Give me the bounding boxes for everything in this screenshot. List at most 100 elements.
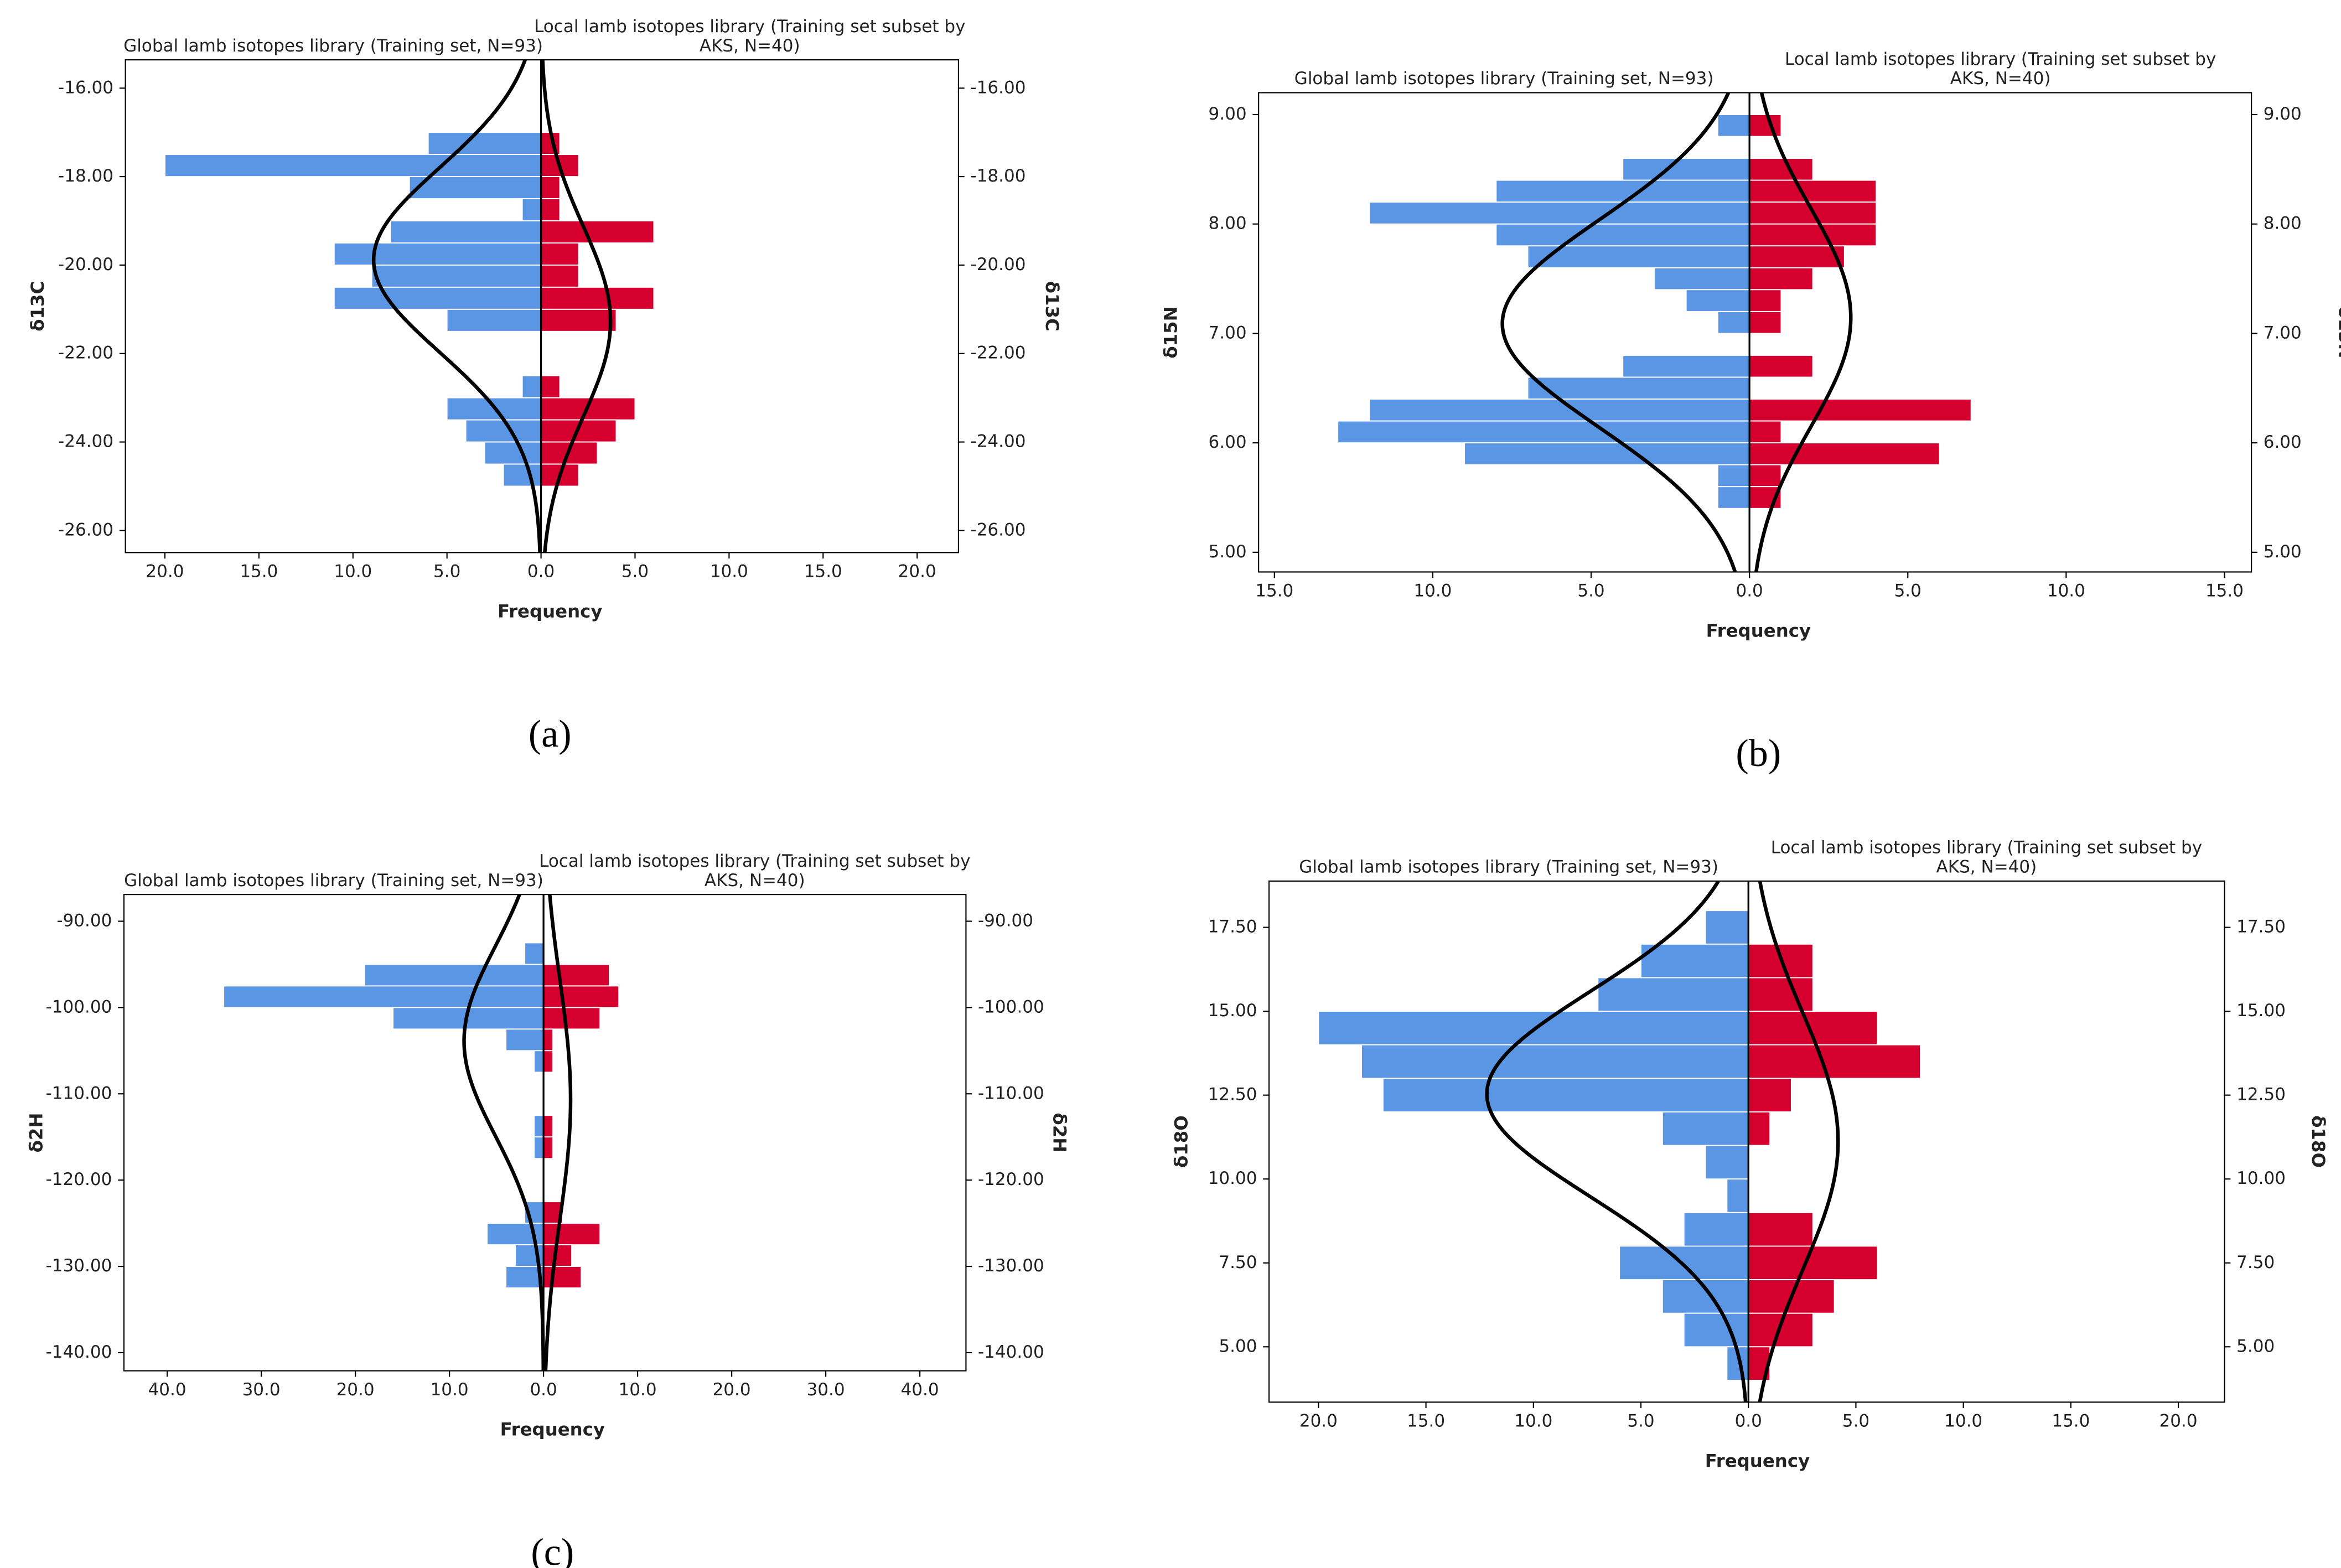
y2-tick-label: -90.00 <box>978 910 1033 930</box>
y-tick-label: 9.00 <box>1209 104 1247 124</box>
x-tick-label: 10.0 <box>1413 581 1452 601</box>
y-tick-label: 7.50 <box>1219 1253 1257 1272</box>
panel-label: (b) <box>1736 732 1781 775</box>
bar <box>540 198 561 221</box>
x-tick-label: 15.0 <box>240 561 278 581</box>
x-tick-label: 10.0 <box>1944 1411 1982 1431</box>
bar <box>333 286 542 310</box>
series-title: Global lamb isotopes library (Training s… <box>123 36 543 56</box>
bar <box>1654 267 1750 291</box>
y2-tick-label: 7.50 <box>2236 1253 2275 1272</box>
series-title-line: AKS, N=40) <box>1936 857 2037 877</box>
x-tick-label: 5.0 <box>1894 581 1922 601</box>
series-title-line: AKS, N=40) <box>700 36 800 56</box>
bar <box>1748 1245 1878 1281</box>
y-axis-label: δ18O <box>1171 1115 1192 1168</box>
y-tick-label: -110.00 <box>46 1083 112 1103</box>
bar <box>521 198 542 221</box>
bar <box>534 1115 545 1138</box>
y-tick-label: 8.00 <box>1209 214 1247 234</box>
x-tick-label: 20.0 <box>146 561 184 581</box>
normal-curve <box>1758 881 1840 1403</box>
y2-tick-label: 7.00 <box>2264 323 2302 343</box>
bar <box>465 419 542 443</box>
series-title-line: Local lamb isotopes library (Training se… <box>534 17 965 37</box>
series-title-line: Local lamb isotopes library (Training se… <box>539 851 970 871</box>
y-tick-label: -22.00 <box>58 343 113 363</box>
bar <box>1717 114 1750 137</box>
bar <box>1726 1178 1749 1213</box>
x-tick-label: 0.0 <box>530 1380 557 1400</box>
y2-tick-label: -24.00 <box>971 432 1026 452</box>
y2-axis-label: δ13C <box>1042 281 1063 332</box>
bar <box>1748 1212 1814 1247</box>
panel: 9.00 9.008.00 8.007.00 7.006.00 6.005.00 5.00… <box>1161 49 2341 775</box>
bar <box>1749 464 1782 488</box>
normal-curve <box>462 894 546 1371</box>
y2-tick-label: -22.00 <box>971 343 1026 363</box>
y2-tick-label: 5.00 <box>2236 1336 2275 1356</box>
series-title: Local lamb isotopes library (Training se… <box>1785 49 2216 89</box>
bar <box>1382 1078 1749 1112</box>
y2-tick-label: 15.00 <box>2236 1001 2286 1021</box>
y-tick-label: -26.00 <box>58 520 113 540</box>
y-tick-label: 10.00 <box>1208 1168 1257 1188</box>
bar <box>1749 245 1845 268</box>
bar <box>1717 311 1750 334</box>
panel: -16.00 -16.00 -18.00 -18.00 -20.00 -20.00 -22.… <box>27 17 1063 755</box>
normal-curve <box>1485 881 1748 1403</box>
bar <box>371 264 542 288</box>
y-tick-label: -120.00 <box>46 1169 112 1189</box>
x-tick-label: 30.0 <box>242 1380 281 1400</box>
series-title-line: AKS, N=40) <box>705 871 805 891</box>
bar <box>1705 1145 1749 1180</box>
bar <box>1361 1044 1749 1079</box>
bar <box>1622 158 1750 181</box>
bar <box>1685 289 1750 312</box>
series-title: Global lamb isotopes library (Training s… <box>1299 857 1718 877</box>
bar <box>1748 1078 1792 1112</box>
x-tick-label: 15.0 <box>2205 581 2244 601</box>
y2-tick-label: -140.00 <box>978 1342 1044 1362</box>
y2-tick-label: -18.00 <box>971 166 1026 186</box>
bar <box>524 942 545 965</box>
y-tick-label: -24.00 <box>58 432 113 452</box>
y2-axis-label: δ15N <box>2334 306 2341 358</box>
bar <box>333 242 542 266</box>
y-tick-label: 5.00 <box>1219 1336 1257 1356</box>
y-tick-label: 6.00 <box>1209 432 1247 452</box>
bar <box>1337 420 1750 444</box>
bar <box>540 264 579 288</box>
bar <box>1749 223 1877 247</box>
bar <box>543 1266 582 1288</box>
bar <box>505 1028 545 1052</box>
bar <box>1749 267 1814 291</box>
series-title: Local lamb isotopes library (Training se… <box>539 851 970 891</box>
bar <box>503 463 542 487</box>
y-tick-label: -18.00 <box>58 166 113 186</box>
bar <box>1495 223 1750 247</box>
y-tick-label: 15.00 <box>1208 1001 1257 1021</box>
y-tick-label: 12.50 <box>1208 1085 1257 1105</box>
y2-tick-label: 10.00 <box>2236 1168 2286 1188</box>
bar <box>1622 355 1750 378</box>
y2-tick-label: 9.00 <box>2264 104 2302 124</box>
series-title: Local lamb isotopes library (Training se… <box>534 17 965 56</box>
bar <box>1748 1044 1921 1079</box>
bar <box>1661 1111 1749 1146</box>
x-tick-label: 20.0 <box>898 561 936 581</box>
normal-curve <box>1754 92 1853 572</box>
y2-tick-label: -26.00 <box>971 520 1026 540</box>
y-tick-label: 5.00 <box>1209 542 1247 562</box>
bar <box>543 985 620 1008</box>
y-tick-label: -100.00 <box>46 997 112 1017</box>
x-tick-label: 5.0 <box>433 561 460 581</box>
bar <box>1749 158 1814 181</box>
y-tick-label: 7.00 <box>1209 323 1247 343</box>
bar <box>540 308 617 332</box>
bar <box>427 132 542 156</box>
bar <box>543 1050 554 1073</box>
bar <box>164 154 542 178</box>
